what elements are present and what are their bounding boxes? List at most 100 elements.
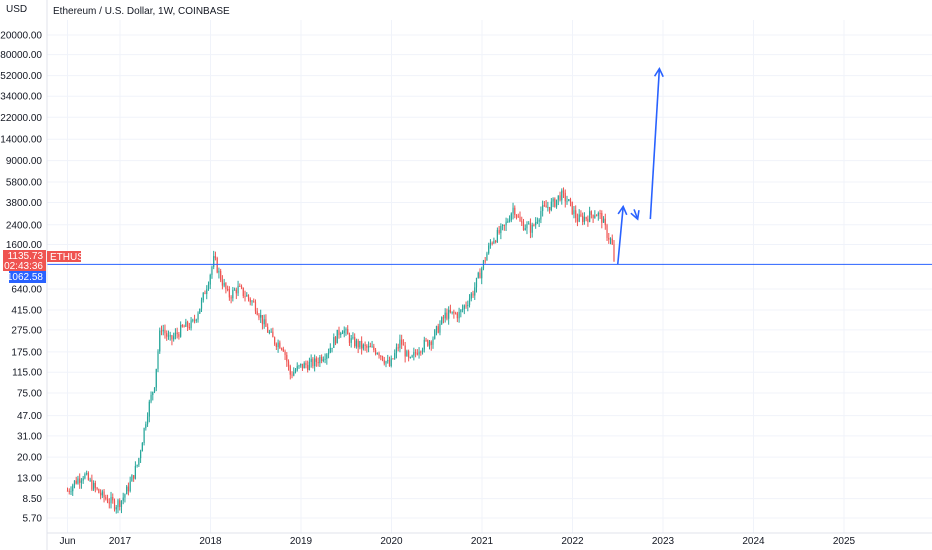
projection-arrow-line[interactable]	[633, 209, 639, 220]
candle-body	[303, 363, 305, 369]
x-axis[interactable]: Jun 2017 2018 2019 2020 2021 2022 2023 2024 2025	[59, 536, 855, 547]
candle-body	[249, 298, 251, 303]
projection-arrowhead[interactable]	[630, 210, 640, 221]
candle-body	[126, 486, 128, 495]
candle-body	[82, 478, 84, 481]
candle-body	[416, 353, 418, 355]
y-axis[interactable]: 120000.00 80000.00 52000.00 34000.00 22000.0…	[0, 31, 42, 525]
candle-body	[599, 213, 601, 215]
candle-body	[508, 220, 511, 222]
candle-body	[547, 206, 549, 208]
candle-body	[533, 224, 535, 226]
candle-body	[329, 347, 331, 353]
candle-body	[395, 347, 398, 354]
candle-body	[345, 329, 347, 331]
candle-body	[134, 465, 136, 479]
candle-body	[522, 222, 525, 230]
trend-annotations[interactable]	[47, 66, 932, 265]
candle-body	[324, 358, 326, 360]
candle-body	[495, 241, 497, 243]
y-tick-label: 2400.00	[6, 220, 43, 231]
price-tag: 1135.73 02:43:36 ETHUSD 1062.58	[3, 250, 91, 283]
candle-body	[131, 475, 133, 482]
candle-body	[441, 317, 443, 324]
candle-body	[228, 289, 230, 298]
candle-body	[613, 244, 615, 262]
candle-body	[484, 260, 486, 262]
candle-body	[327, 352, 330, 355]
candle-body	[96, 487, 98, 490]
candle-body	[552, 198, 554, 202]
candle-body	[263, 319, 265, 325]
candle-body	[348, 334, 351, 343]
candle-body	[72, 485, 74, 492]
candle-body	[423, 339, 425, 350]
y-tick-label: 13.00	[17, 473, 42, 484]
y-tick-label: 20.00	[17, 453, 42, 464]
candle-body	[326, 354, 328, 359]
candle-body	[500, 225, 502, 234]
currency-label: USD	[6, 4, 27, 15]
candle-body	[287, 361, 290, 367]
candle-body	[585, 217, 587, 219]
candle-body	[291, 374, 293, 376]
candle-body	[392, 358, 394, 360]
projection-arrowhead[interactable]	[653, 66, 664, 78]
candle-body	[409, 357, 411, 359]
candle-body	[468, 298, 471, 305]
candle-body	[449, 309, 452, 313]
projection-arrow-line[interactable]	[616, 206, 624, 265]
candle-body	[103, 491, 105, 498]
candle-body	[68, 490, 70, 492]
candle-body	[437, 326, 439, 333]
candle-body	[272, 331, 274, 338]
y-tick-label: 275.00	[11, 325, 42, 336]
candle-body	[367, 346, 370, 348]
candle-body	[120, 500, 123, 507]
candle-body	[557, 195, 559, 200]
candle-body	[421, 349, 424, 353]
candle-body	[602, 218, 605, 223]
candle-body	[280, 348, 283, 350]
candle-body	[583, 217, 586, 222]
candle-body	[571, 201, 573, 215]
candle-body	[244, 296, 246, 298]
candle-body	[461, 308, 464, 310]
candle-body	[211, 266, 213, 276]
candle-body	[576, 218, 579, 222]
candle-body	[293, 372, 295, 376]
candle-body	[338, 329, 340, 335]
y-tick-label: 8.50	[23, 494, 43, 505]
candle-body	[298, 365, 300, 367]
candle-body	[385, 361, 387, 364]
y-tick-label: 52000.00	[0, 71, 42, 82]
y-tick-label: 80000.00	[0, 50, 42, 61]
candle-body	[528, 223, 530, 225]
candle-body	[359, 340, 361, 348]
grid-lines	[47, 20, 932, 533]
candle-body	[542, 205, 544, 212]
candle-body	[296, 366, 298, 371]
candle-body	[73, 480, 76, 486]
line-value-box	[9, 271, 46, 283]
candle-body	[174, 332, 177, 337]
candles	[66, 187, 615, 514]
candle-body	[66, 490, 69, 492]
candle-body	[240, 286, 243, 288]
projection-arrowhead[interactable]	[617, 204, 628, 216]
candle-body	[432, 338, 434, 345]
candle-body	[268, 331, 271, 333]
candle-body	[341, 333, 344, 335]
candle-body	[127, 486, 130, 492]
candle-body	[594, 215, 596, 218]
candle-body	[362, 344, 364, 349]
candle-body	[180, 325, 182, 337]
candle-body	[455, 313, 457, 315]
projection-arrow-line[interactable]	[649, 68, 661, 220]
candle-body	[91, 479, 93, 490]
candle-body	[322, 359, 324, 361]
candle-body	[589, 211, 591, 222]
candle-body	[334, 337, 337, 344]
candle-body	[315, 358, 317, 362]
